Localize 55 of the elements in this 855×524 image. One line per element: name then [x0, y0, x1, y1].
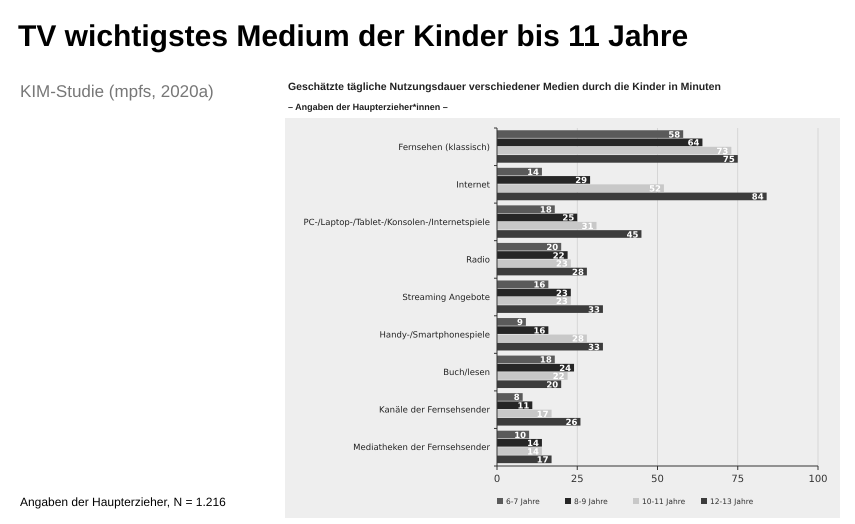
data-label: 26 — [566, 418, 578, 428]
data-label: 20 — [546, 380, 558, 390]
data-label: 45 — [626, 230, 639, 240]
bar — [497, 410, 552, 418]
data-label: 24 — [559, 364, 572, 374]
y-tick-label: Handy-/Smartphonespiele — [379, 330, 490, 341]
data-label: 25 — [562, 214, 574, 224]
y-tick-label: Buch/lesen — [443, 368, 490, 378]
data-label: 20 — [546, 243, 558, 254]
bar — [497, 447, 542, 455]
x-tick-label: 0 — [494, 474, 500, 485]
data-label: 29 — [575, 176, 588, 186]
text: Angaben der Haupterzieher, N = 1.216 — [20, 495, 226, 509]
y-tick-label: Kanäle der Fernsehsender — [379, 406, 490, 416]
y-tick-label: Internet — [456, 180, 491, 190]
data-label: 17 — [536, 456, 549, 466]
y-tick-label: Fernsehen (klassisch) — [398, 142, 490, 153]
y-tick-label: Mediatheken der Fernsehsender — [353, 443, 490, 454]
x-tick-label: 75 — [731, 474, 744, 485]
bar — [497, 176, 590, 184]
bar — [497, 372, 568, 380]
data-label: 23 — [556, 288, 568, 299]
chart-subtitle: Geschätzte tägliche Nutzungsdauer verschiedener Medien durch die Kinder in Minuten — [288, 81, 721, 93]
bar — [497, 214, 578, 222]
data-label: 14 — [527, 439, 540, 450]
data-label: 9 — [516, 318, 523, 328]
data-label: 33 — [588, 342, 600, 353]
data-label: 75 — [722, 155, 735, 166]
bar — [497, 130, 684, 138]
data-label: 33 — [588, 305, 600, 316]
text: KIM-Studie (mpfs, 2020a) — [20, 82, 214, 101]
data-label: 18 — [540, 205, 552, 216]
chart-title: TV wichtigstes Medium der Kinder bis 11 Jahre — [18, 20, 688, 53]
data-label: 8 — [514, 393, 520, 404]
y-tick-label: PC-/Laptop-/Tablet-/Konsolen-/Internetspiele — [304, 218, 490, 228]
data-label: 14 — [527, 168, 540, 178]
text: – Angaben der Haupterzieher*innen – — [288, 102, 448, 112]
data-label: 16 — [534, 280, 546, 291]
data-label: 16 — [534, 326, 546, 336]
data-label: 64 — [688, 138, 700, 149]
bar — [497, 251, 568, 259]
x-tick-label: 100 — [808, 474, 828, 485]
data-label: 22 — [552, 251, 565, 262]
bar — [497, 288, 571, 296]
bar — [497, 138, 702, 146]
data-label: 18 — [540, 356, 552, 366]
y-tick-label: Streaming Angebote — [402, 292, 490, 303]
x-tick-label: 50 — [651, 474, 664, 485]
y-tick-label: Radio — [466, 255, 490, 266]
data-label: 84 — [752, 192, 764, 203]
x-tick-label: 25 — [570, 474, 584, 485]
data-label: 58 — [668, 130, 680, 140]
data-label: 28 — [572, 268, 584, 278]
data-label: 11 — [517, 402, 530, 412]
data-label: 10 — [514, 430, 526, 441]
